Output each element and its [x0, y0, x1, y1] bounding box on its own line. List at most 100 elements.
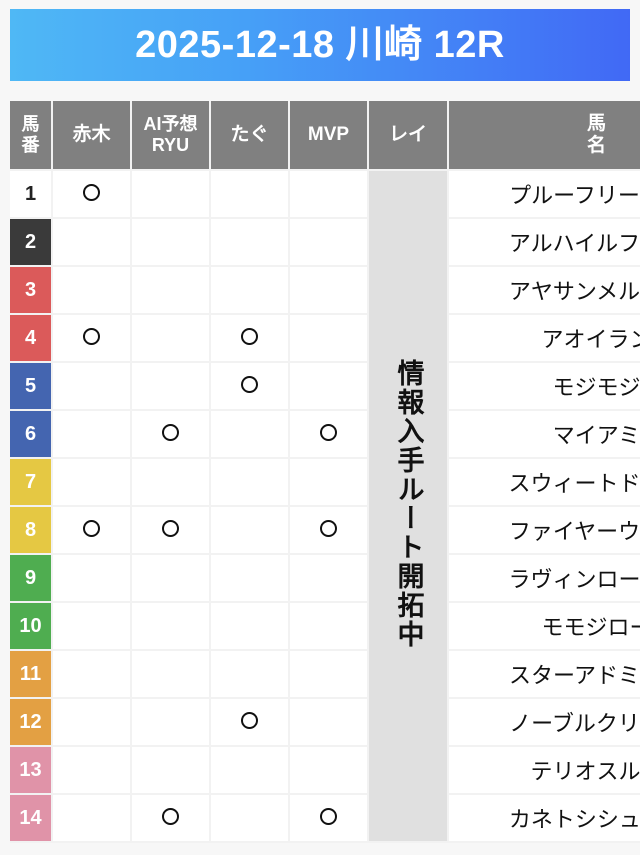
column-header-mvp: MVP — [290, 101, 369, 171]
mark-cell-tagu — [211, 315, 290, 363]
circle-mark-icon — [83, 520, 100, 537]
mark-cell-akagi — [53, 411, 132, 459]
mark-cell-akagi — [53, 747, 132, 795]
circle-mark-icon — [162, 520, 179, 537]
table-row: 8 ファイヤーウィッ — [10, 507, 640, 555]
mark-cell-mvp — [290, 747, 369, 795]
horse-name-cell[interactable]: ファイヤーウィッ — [449, 507, 640, 555]
column-header-tagu: たぐ — [211, 101, 290, 171]
mark-cell-akagi — [53, 171, 132, 219]
horse-number-badge: 2 — [10, 219, 53, 267]
mark-cell-ai-ryu — [132, 171, 211, 219]
mark-cell-ai-ryu — [132, 795, 211, 843]
horse-number-badge: 9 — [10, 555, 53, 603]
mark-cell-tagu — [211, 603, 290, 651]
horse-name-cell[interactable]: テリオスルナ — [449, 747, 640, 795]
horse-name-cell[interactable]: スターアドミラル — [449, 651, 640, 699]
mark-cell-ai-ryu — [132, 267, 211, 315]
mark-cell-akagi — [53, 315, 132, 363]
mark-cell-ai-ryu — [132, 219, 211, 267]
mark-cell-mvp — [290, 699, 369, 747]
horse-name-cell[interactable]: アオイラン — [449, 315, 640, 363]
table-row: 9 ラヴィンローゼン — [10, 555, 640, 603]
mark-cell-mvp — [290, 171, 369, 219]
circle-mark-icon — [320, 808, 337, 825]
column-header-horse-number: 馬 番 — [10, 101, 53, 171]
circle-mark-icon — [241, 712, 258, 729]
mark-cell-tagu — [211, 795, 290, 843]
mark-cell-mvp — [290, 555, 369, 603]
mark-cell-mvp — [290, 795, 369, 843]
table-row: 3 アヤサンメルシー — [10, 267, 640, 315]
mark-cell-mvp — [290, 363, 369, 411]
mark-cell-mvp — [290, 267, 369, 315]
mark-cell-mvp — [290, 411, 369, 459]
mark-cell-tagu — [211, 363, 290, 411]
mark-cell-tagu — [211, 651, 290, 699]
circle-mark-icon — [320, 424, 337, 441]
mark-cell-akagi — [53, 603, 132, 651]
prediction-table-container: 馬 番 赤木 AI予想 RYU たぐ MVP — [10, 101, 640, 847]
horse-name-cell[interactable]: マイアミ — [449, 411, 640, 459]
circle-mark-icon — [241, 328, 258, 345]
mark-cell-mvp — [290, 219, 369, 267]
table-row: 11 スターアドミラル — [10, 651, 640, 699]
table-body: 1 情報入手ルート開拓中 プルーフリーダー 2 アルハイルフォー 3 アヤサンメルシー 4 アオ… — [10, 171, 640, 843]
mark-cell-akagi — [53, 651, 132, 699]
mark-cell-ai-ryu — [132, 411, 211, 459]
horse-name-cell[interactable]: モジモジ — [449, 363, 640, 411]
race-title-banner: 2025-12-18 川崎 12R — [10, 9, 630, 81]
mark-cell-akagi — [53, 219, 132, 267]
mark-cell-tagu — [211, 699, 290, 747]
mark-cell-akagi — [53, 459, 132, 507]
mark-cell-ai-ryu — [132, 747, 211, 795]
mark-cell-ai-ryu — [132, 555, 211, 603]
mark-cell-ai-ryu — [132, 603, 211, 651]
horse-number-badge: 5 — [10, 363, 53, 411]
horse-name-cell[interactable]: アルハイルフォー — [449, 219, 640, 267]
mark-cell-ai-ryu — [132, 507, 211, 555]
prediction-table: 馬 番 赤木 AI予想 RYU たぐ MVP — [10, 101, 640, 843]
mark-cell-tagu — [211, 267, 290, 315]
table-row: 13 テリオスルナ — [10, 747, 640, 795]
horse-name-cell[interactable]: プルーフリーダー — [449, 171, 640, 219]
table-row: 10 モモジロー — [10, 603, 640, 651]
horse-name-cell[interactable]: カネトシシュキン — [449, 795, 640, 843]
mark-cell-tagu — [211, 411, 290, 459]
mark-cell-mvp — [290, 507, 369, 555]
mark-cell-tagu — [211, 507, 290, 555]
mark-cell-ai-ryu — [132, 363, 211, 411]
table-header-row: 馬 番 赤木 AI予想 RYU たぐ MVP — [10, 101, 640, 171]
horse-number-badge: 6 — [10, 411, 53, 459]
mark-cell-ai-ryu — [132, 651, 211, 699]
table-row: 4 アオイラン — [10, 315, 640, 363]
table-row: 2 アルハイルフォー — [10, 219, 640, 267]
circle-mark-icon — [320, 520, 337, 537]
column-header-rei: レイ — [369, 101, 449, 171]
table-row: 6 マイアミ — [10, 411, 640, 459]
horse-number-badge: 10 — [10, 603, 53, 651]
table-row: 14 カネトシシュキン — [10, 795, 640, 843]
circle-mark-icon — [241, 376, 258, 393]
table-row: 5 モジモジ — [10, 363, 640, 411]
horse-name-cell[interactable]: スウィートドリー — [449, 459, 640, 507]
horse-name-cell[interactable]: モモジロー — [449, 603, 640, 651]
horse-number-badge: 11 — [10, 651, 53, 699]
horse-name-cell[interactable]: ラヴィンローゼン — [449, 555, 640, 603]
rei-merged-cell: 情報入手ルート開拓中 — [369, 171, 449, 843]
mark-cell-tagu — [211, 555, 290, 603]
circle-mark-icon — [162, 424, 179, 441]
mark-cell-ai-ryu — [132, 315, 211, 363]
horse-number-badge: 8 — [10, 507, 53, 555]
horse-name-cell[interactable]: アヤサンメルシー — [449, 267, 640, 315]
mark-cell-akagi — [53, 555, 132, 603]
mark-cell-akagi — [53, 699, 132, 747]
horse-name-cell[interactable]: ノーブルクリート — [449, 699, 640, 747]
mark-cell-mvp — [290, 603, 369, 651]
horse-number-badge: 3 — [10, 267, 53, 315]
mark-cell-akagi — [53, 507, 132, 555]
mark-cell-akagi — [53, 267, 132, 315]
horse-number-badge: 4 — [10, 315, 53, 363]
horse-number-badge: 13 — [10, 747, 53, 795]
